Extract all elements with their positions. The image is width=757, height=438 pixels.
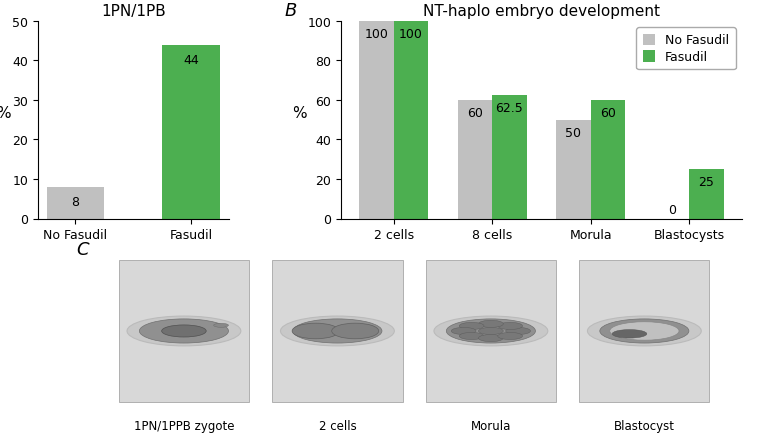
Text: 50: 50 — [565, 126, 581, 139]
Ellipse shape — [127, 316, 241, 346]
Bar — [46, 187, 104, 219]
Ellipse shape — [506, 328, 531, 335]
Text: 44: 44 — [183, 53, 199, 67]
Ellipse shape — [459, 323, 484, 330]
Text: C: C — [76, 240, 89, 258]
Bar — [579, 261, 709, 402]
Text: 25: 25 — [699, 176, 715, 189]
Text: B: B — [285, 2, 298, 20]
Legend: No Fasudil, Fasudil: No Fasudil, Fasudil — [637, 28, 736, 70]
Text: Morula: Morula — [471, 420, 511, 432]
Bar — [590, 101, 625, 219]
Y-axis label: %: % — [0, 106, 11, 120]
Bar — [492, 96, 527, 219]
Text: 2 cells: 2 cells — [319, 420, 357, 432]
Ellipse shape — [478, 328, 503, 335]
Text: 8: 8 — [71, 195, 79, 208]
Ellipse shape — [498, 323, 522, 330]
Ellipse shape — [434, 316, 548, 346]
Ellipse shape — [478, 335, 503, 342]
Bar — [162, 46, 220, 219]
Ellipse shape — [281, 316, 394, 346]
Bar — [425, 261, 556, 402]
Ellipse shape — [292, 323, 339, 339]
Ellipse shape — [332, 323, 378, 339]
Bar — [556, 120, 590, 219]
Text: Blastocyst: Blastocyst — [614, 420, 674, 432]
Bar — [689, 170, 724, 219]
Text: 100: 100 — [399, 28, 423, 41]
Y-axis label: %: % — [292, 106, 307, 120]
Title: 1PN/1PB: 1PN/1PB — [101, 4, 166, 19]
Ellipse shape — [213, 324, 229, 328]
Bar — [458, 101, 492, 219]
Ellipse shape — [612, 330, 646, 338]
Title: NT-haplo embryo development: NT-haplo embryo development — [423, 4, 660, 19]
Text: 60: 60 — [467, 107, 483, 120]
Bar — [273, 261, 403, 402]
Bar — [394, 22, 428, 219]
Ellipse shape — [478, 321, 503, 328]
Text: 0: 0 — [668, 203, 676, 216]
Ellipse shape — [459, 333, 484, 340]
Ellipse shape — [293, 319, 382, 343]
Bar — [119, 261, 249, 402]
Text: 100: 100 — [365, 28, 388, 41]
Ellipse shape — [451, 328, 476, 335]
Text: 60: 60 — [600, 107, 616, 120]
Ellipse shape — [162, 325, 206, 337]
Ellipse shape — [587, 316, 701, 346]
Ellipse shape — [498, 333, 522, 340]
Bar — [360, 22, 394, 219]
Ellipse shape — [609, 322, 679, 340]
Text: 1PN/1PPB zygote: 1PN/1PPB zygote — [134, 420, 234, 432]
Ellipse shape — [139, 319, 229, 343]
Ellipse shape — [447, 319, 535, 343]
Ellipse shape — [600, 319, 689, 343]
Text: 62.5: 62.5 — [496, 102, 523, 115]
